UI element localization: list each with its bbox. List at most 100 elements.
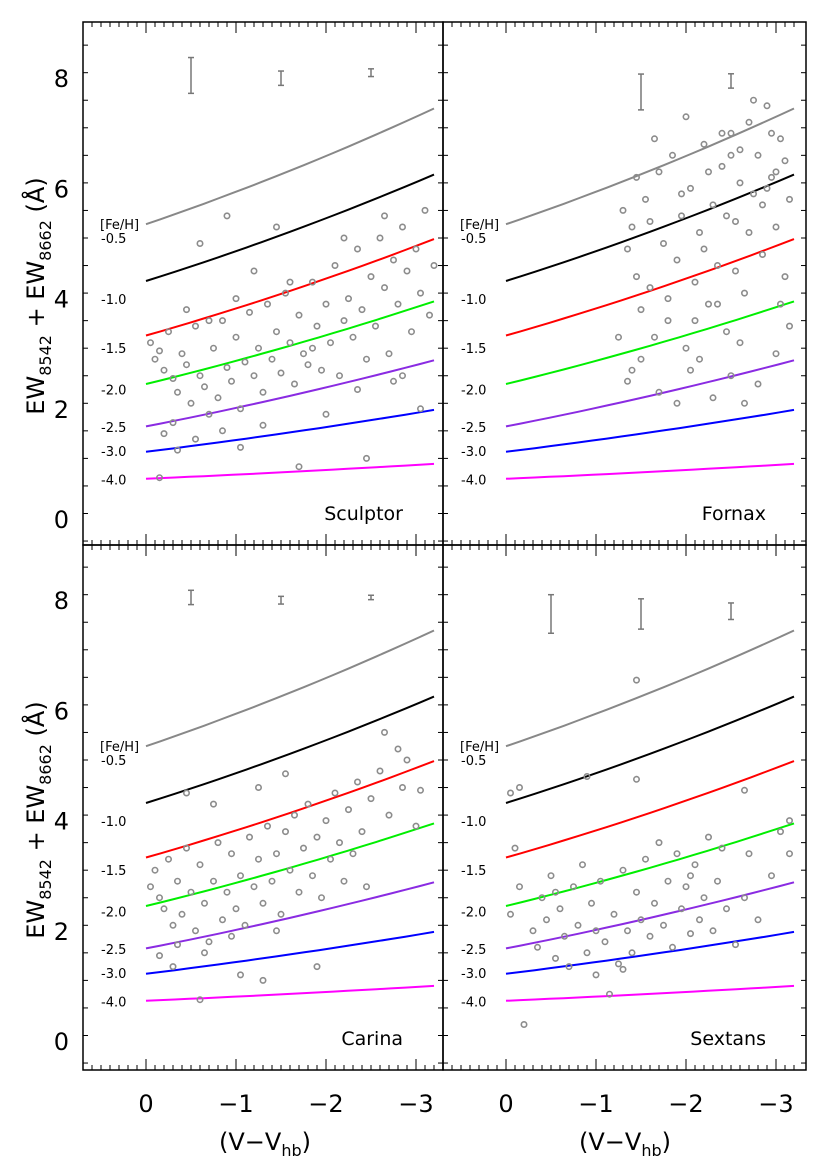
x-tick-label-right-2: −2 — [668, 1090, 703, 1118]
point-carina-0 — [147, 883, 155, 891]
errorbar-fornax-1 — [728, 73, 734, 89]
axis-ticks — [83, 22, 806, 1070]
point-carina-37 — [313, 833, 321, 841]
x-tick-label-right-1: −1 — [578, 1090, 613, 1118]
point-sextans-58 — [632, 775, 640, 783]
point-sculptor-61 — [421, 206, 429, 214]
x-tick-label-left-1: −1 — [218, 1090, 253, 1118]
point-sextans-61 — [785, 817, 793, 825]
point-fornax-72 — [776, 300, 784, 308]
point-fornax-33 — [767, 173, 775, 181]
point-sculptor-83 — [380, 212, 388, 220]
feh-label-fornax-1-5: -1.5 — [461, 342, 486, 357]
point-carina-8 — [183, 844, 191, 852]
point-carina-28 — [272, 850, 280, 858]
point-sextans-14 — [574, 921, 582, 929]
y-tick-label-bottom-2: 2 — [54, 918, 69, 946]
point-carina-6 — [174, 877, 182, 885]
point-fornax-0 — [619, 206, 627, 214]
point-carina-47 — [358, 828, 366, 836]
point-fornax-26 — [736, 179, 744, 187]
point-fornax-16 — [691, 278, 699, 286]
point-sextans-31 — [650, 899, 658, 907]
point-sculptor-30 — [281, 289, 289, 297]
point-sculptor-29 — [277, 369, 285, 377]
x-tick-label-right-3: −3 — [758, 1090, 793, 1118]
point-sculptor-78 — [237, 443, 245, 451]
point-sculptor-7 — [178, 350, 186, 358]
point-sculptor-3 — [160, 366, 168, 374]
point-sculptor-89 — [398, 372, 406, 380]
point-carina-52 — [398, 783, 406, 791]
point-sextans-52 — [767, 872, 775, 880]
point-fornax-50 — [650, 135, 658, 143]
feh-label-sculptor-4-0: -4.0 — [101, 473, 126, 488]
point-fornax-9 — [659, 240, 667, 248]
y-tick-label-top-8: 8 — [54, 65, 69, 93]
point-fornax-58 — [722, 212, 730, 220]
point-fornax-41 — [673, 399, 681, 407]
point-carina-26 — [263, 822, 271, 830]
point-sculptor-63 — [430, 261, 438, 269]
point-fornax-11 — [668, 151, 676, 159]
point-fornax-60 — [691, 317, 699, 325]
point-sculptor-18 — [228, 377, 236, 385]
point-carina-49 — [376, 767, 384, 775]
point-sculptor-43 — [340, 317, 348, 325]
feh-label-sculptor-2-0: -2.0 — [101, 384, 126, 399]
point-fornax-47 — [772, 350, 780, 358]
point-carina-13 — [205, 938, 213, 946]
point-sculptor-14 — [210, 344, 218, 352]
point-sculptor-56 — [398, 223, 406, 231]
point-sextans-38 — [682, 883, 690, 891]
point-sextans-64 — [551, 888, 559, 896]
point-sculptor-37 — [313, 322, 321, 330]
iso-line-sextans-3-0 — [505, 984, 795, 1002]
point-fornax-1 — [623, 245, 631, 253]
feh-label-carina-0-5: -0.5 — [101, 754, 126, 769]
point-sculptor-46 — [353, 245, 361, 253]
feh-label-carina-1-0: -1.0 — [101, 815, 126, 830]
point-sextans-27 — [632, 888, 640, 896]
point-sextans-18 — [592, 971, 600, 979]
point-sextans-22 — [610, 910, 618, 918]
point-fornax-40 — [655, 388, 663, 396]
feh-label-sculptor-0-5: -0.5 — [101, 232, 126, 247]
point-sextans-29 — [641, 855, 649, 863]
point-sextans-59 — [632, 676, 640, 684]
point-sculptor-71 — [362, 454, 370, 462]
feh-label-sextans-1-5: -1.5 — [461, 864, 486, 879]
point-fornax-31 — [758, 251, 766, 259]
point-carina-34 — [299, 844, 307, 852]
point-sculptor-17 — [223, 363, 231, 371]
feh-label-fornax-3-0: -3.0 — [461, 445, 486, 460]
feh-label-sculptor-2-5: -2.5 — [101, 421, 126, 436]
point-carina-60 — [313, 963, 321, 971]
feh-label-sculptor-1-5: -1.5 — [101, 342, 126, 357]
point-sextans-54 — [785, 850, 793, 858]
point-fornax-37 — [785, 195, 793, 203]
point-fornax-62 — [731, 267, 739, 275]
point-carina-2 — [156, 894, 164, 902]
point-fornax-20 — [709, 201, 717, 209]
point-fornax-49 — [632, 173, 640, 181]
point-carina-64 — [281, 770, 289, 778]
point-fornax-68 — [704, 168, 712, 176]
point-sculptor-79 — [389, 377, 397, 385]
point-fornax-4 — [637, 306, 645, 314]
point-sculptor-15 — [214, 394, 222, 402]
point-sextans-51 — [754, 916, 762, 924]
point-sculptor-19 — [232, 333, 240, 341]
point-carina-3 — [160, 905, 168, 913]
point-sextans-53 — [776, 828, 784, 836]
point-carina-53 — [412, 822, 420, 830]
point-carina-44 — [344, 806, 352, 814]
iso-line-sculptor-1-0 — [145, 238, 435, 337]
point-sculptor-36 — [308, 278, 316, 286]
feh-label-sextans-2-0: -2.0 — [461, 906, 486, 921]
point-fornax-28 — [745, 118, 753, 126]
point-fornax-69 — [727, 151, 735, 159]
point-sculptor-49 — [367, 273, 375, 281]
point-carina-10 — [192, 927, 200, 935]
point-sextans-9 — [551, 954, 559, 962]
